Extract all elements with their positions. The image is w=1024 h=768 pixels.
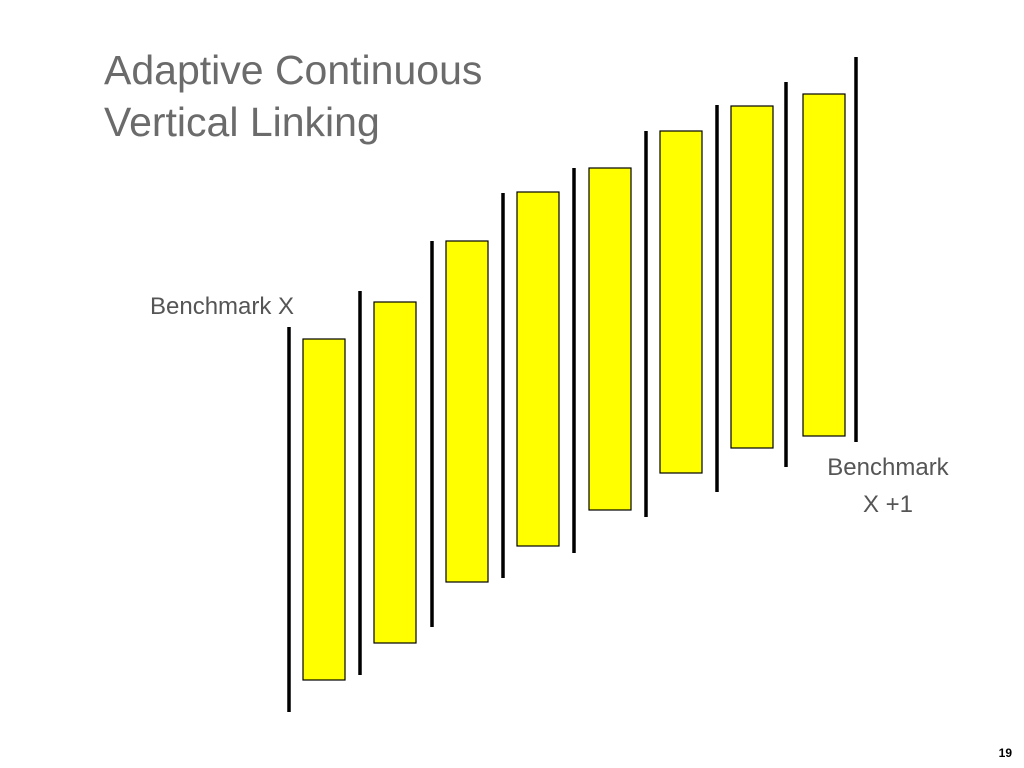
test-bar-3: [445, 240, 489, 583]
slide-title-line-1: Adaptive Continuous: [104, 47, 483, 93]
divider-lines: [287, 57, 858, 712]
page-number: 19: [998, 746, 1012, 760]
test-bar-2: [373, 301, 417, 644]
test-bar-8: [802, 93, 846, 437]
slide-title: Adaptive Continuous Vertical Linking: [104, 44, 482, 148]
test-bar-7: [730, 105, 774, 449]
test-bar-6: [659, 130, 703, 474]
test-bars: [302, 93, 846, 681]
slide-title-line-2: Vertical Linking: [104, 99, 380, 145]
test-bar-4: [516, 191, 560, 547]
benchmark-x-plus-1-line-2: X +1: [862, 491, 914, 518]
benchmark-x-label: Benchmark X: [150, 293, 295, 320]
test-bar-5: [588, 167, 632, 511]
test-bar-1: [302, 338, 346, 681]
benchmark-x-plus-1-line-1: Benchmark: [827, 454, 949, 481]
benchmark-x-plus-1-label: Benchmark X +1: [810, 449, 966, 523]
